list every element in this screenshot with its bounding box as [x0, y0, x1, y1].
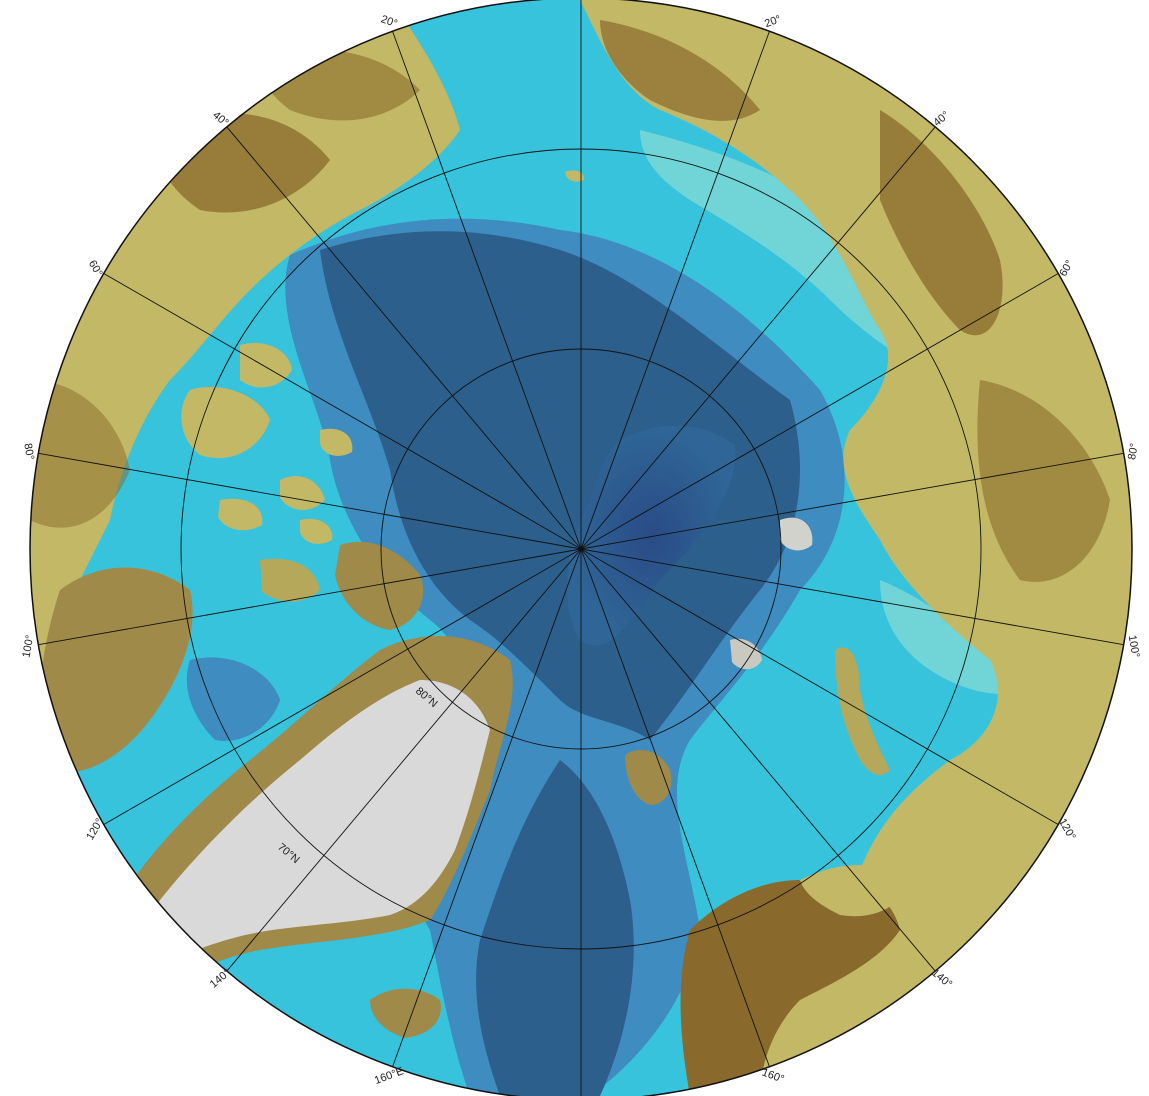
lon-label-17: 160° — [760, 1067, 785, 1086]
lon-label-5: 80° — [21, 442, 36, 460]
lon-label-15: 120° — [1056, 817, 1078, 843]
lon-label-10: 20° — [763, 13, 783, 30]
lon-label-13: 80° — [1126, 442, 1141, 460]
lon-label-4: 100° — [21, 634, 37, 659]
lon-label-8: 20° — [379, 13, 399, 30]
lon-label-16: 140° — [929, 967, 954, 991]
lon-label-1: 160°E — [373, 1065, 405, 1087]
lon-label-14: 100° — [1126, 634, 1142, 659]
